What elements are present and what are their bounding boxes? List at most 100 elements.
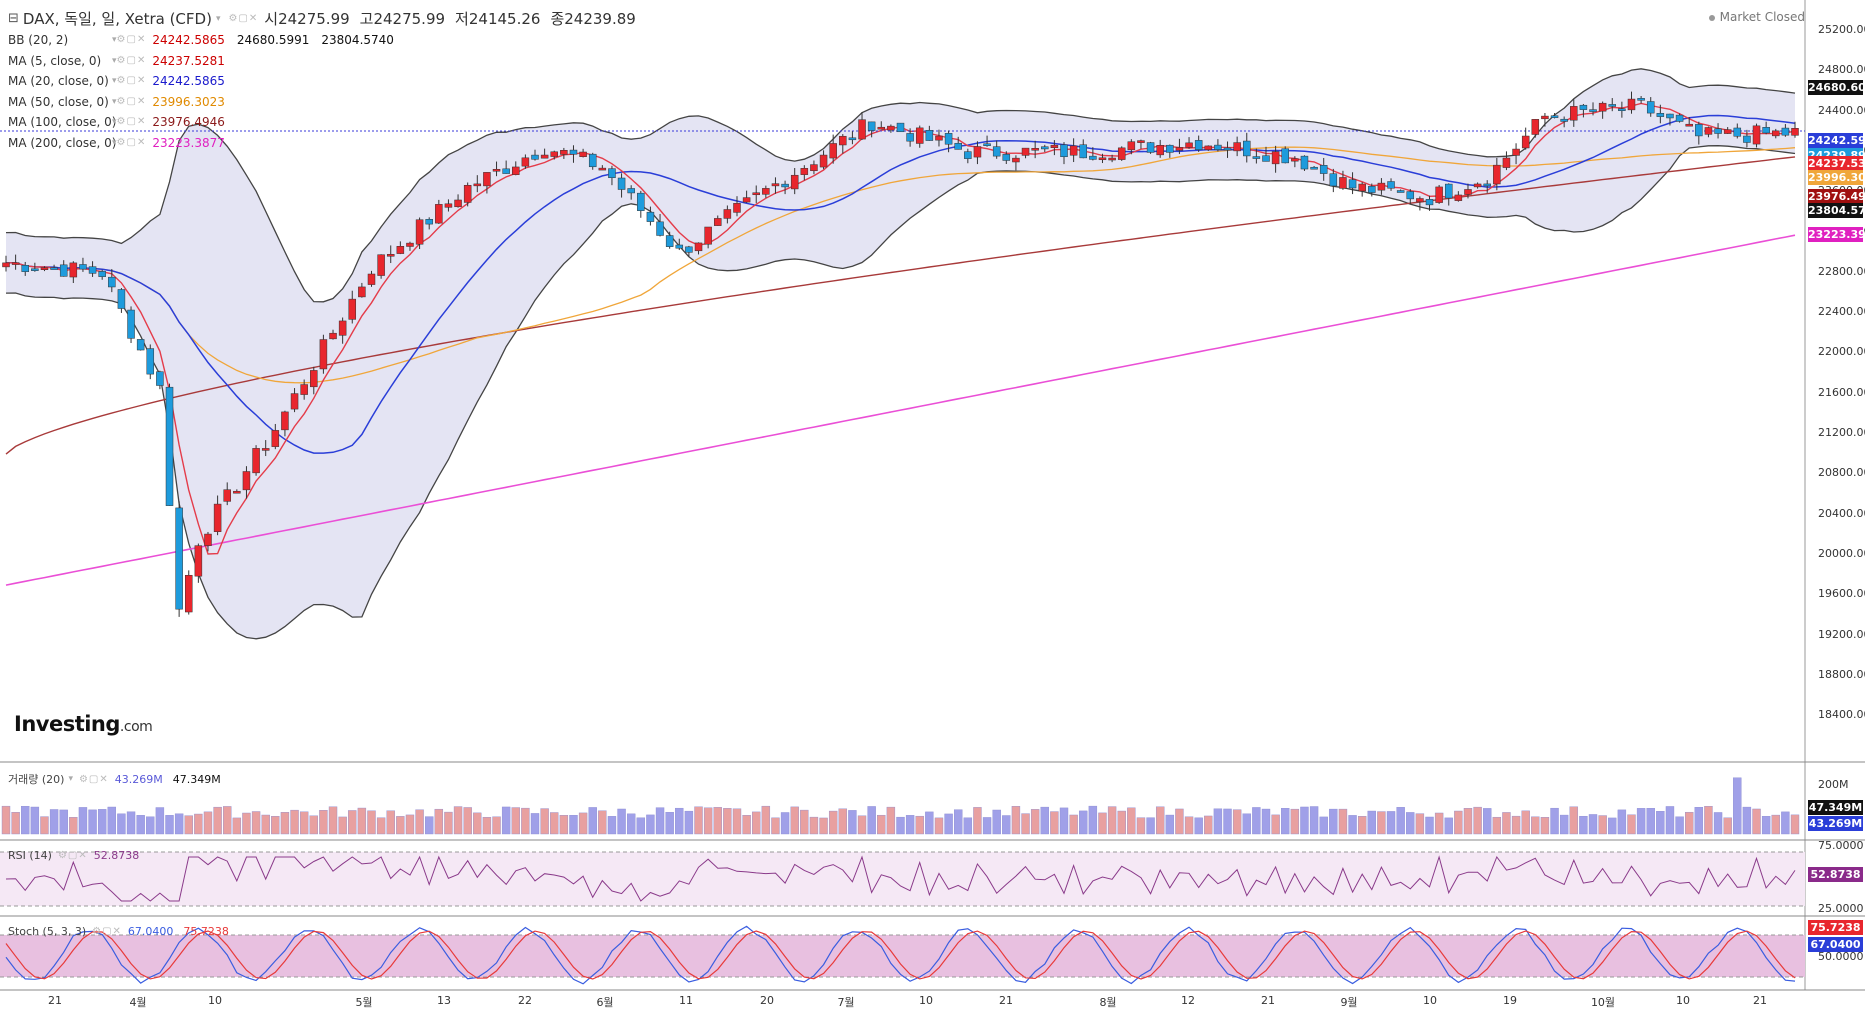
- volume-bar: [1540, 817, 1550, 835]
- stoch-legend: Stoch (5, 3, 3) ⚙▢✕ 67.0400 75.7238: [8, 925, 239, 938]
- indicator-value: 23996.3023: [152, 94, 225, 109]
- volume-bar: [1531, 816, 1540, 835]
- indicator-label[interactable]: MA (5, close, 0): [8, 53, 102, 68]
- candle-body: [1560, 118, 1568, 122]
- candle-body: [59, 264, 68, 277]
- candle-body: [367, 273, 376, 285]
- candle-body: [2, 262, 10, 268]
- indicator-tools-icon[interactable]: ⚙▢✕: [116, 54, 147, 66]
- volume-bar: [617, 808, 626, 835]
- volume-bar: [1665, 806, 1675, 835]
- candle-body: [175, 507, 183, 610]
- indicator-dropdown-icon[interactable]: ▾: [112, 137, 117, 148]
- volume-bar: [21, 806, 30, 835]
- price-axis-label: 20000.00: [1818, 546, 1865, 560]
- volume-tools-icon[interactable]: ⚙▢✕: [78, 773, 109, 785]
- collapse-icon[interactable]: ⊟: [8, 11, 19, 26]
- indicator-label[interactable]: MA (100, close, 0): [8, 115, 117, 130]
- candle-body: [79, 264, 87, 270]
- indicator-dropdown-icon[interactable]: ▾: [112, 55, 117, 66]
- indicator-value: 23804.5740: [321, 33, 394, 47]
- volume-bar: [771, 817, 780, 835]
- indicator-dropdown-icon[interactable]: ▾: [112, 76, 117, 87]
- volume-bar: [588, 807, 597, 835]
- volume-bar: [1002, 815, 1011, 835]
- open-value: 24275.99: [278, 10, 350, 28]
- price-axis-label: 19200.00: [1818, 627, 1865, 641]
- price-tag: 24242.59: [1808, 133, 1865, 148]
- indicator-label[interactable]: MA (200, close, 0): [8, 135, 117, 150]
- low-label: 저: [455, 10, 469, 28]
- price-axis-label: 22000.00: [1818, 345, 1865, 359]
- indicator-tools-icon[interactable]: ⚙▢✕: [116, 34, 147, 45]
- volume-bar: [521, 807, 530, 835]
- volume-legend: 거래량 (20) ▾ ⚙▢✕ 43.269M 47.349M: [8, 771, 231, 787]
- candle-body: [1675, 114, 1684, 122]
- volume-dropdown-icon[interactable]: ▾: [68, 774, 73, 784]
- date-axis-label: 20: [760, 994, 774, 1007]
- date-axis-label: 21: [1753, 994, 1767, 1007]
- symbol-label[interactable]: DAX, 독일, 일, Xetra (CFD): [22, 10, 212, 28]
- indicator-tools-icon[interactable]: ⚙▢✕: [116, 95, 147, 107]
- volume-bar: [973, 807, 982, 835]
- indicator-tools-icon[interactable]: ⚙▢✕: [116, 136, 147, 148]
- rsi-axis-top: 75.0000: [1818, 839, 1864, 852]
- indicator-tools-icon[interactable]: ⚙▢✕: [116, 116, 147, 128]
- volume-bar: [482, 816, 492, 835]
- candle-body: [1262, 155, 1270, 162]
- indicator-dropdown-icon[interactable]: ▾: [112, 35, 117, 45]
- candle-body: [1156, 145, 1164, 156]
- indicator-dropdown-icon[interactable]: ▾: [112, 96, 117, 107]
- symbol-dropdown-icon[interactable]: ▾: [215, 14, 221, 24]
- volume-bar: [1434, 812, 1444, 835]
- volume-bar: [790, 806, 799, 835]
- volume-bar: [559, 815, 569, 835]
- indicator-value: 24680.5991: [236, 33, 310, 47]
- candle-body: [637, 192, 645, 211]
- candle-body: [194, 545, 203, 577]
- stoch-tools-icon[interactable]: ⚙▢✕: [92, 926, 122, 937]
- candle-body: [117, 289, 126, 309]
- date-axis-label: 6월: [596, 996, 614, 1009]
- stoch-label[interactable]: Stoch (5, 3, 3): [8, 925, 87, 938]
- candle-body: [1291, 158, 1299, 162]
- volume-bar: [1502, 812, 1511, 835]
- rsi-tools-icon[interactable]: ⚙▢✕: [57, 850, 88, 861]
- date-axis-label: 12: [1181, 994, 1195, 1007]
- volume-bar: [1184, 816, 1194, 835]
- price-axis-label: 20800.00: [1818, 466, 1865, 480]
- indicator-tools-icon[interactable]: ⚙▢✕: [116, 75, 147, 87]
- candle-body: [646, 211, 655, 222]
- indicator-label[interactable]: MA (50, close, 0): [8, 94, 109, 109]
- volume-bar: [1761, 816, 1771, 835]
- volume-label[interactable]: 거래량 (20): [8, 773, 65, 786]
- volume-bar: [752, 811, 761, 835]
- volume-bar: [386, 810, 395, 835]
- indicator-label[interactable]: BB (20, 2): [8, 33, 69, 47]
- symbol-tools-icon[interactable]: ⚙▢✕: [228, 13, 259, 24]
- candle-body: [406, 242, 414, 247]
- indicator-value: 24237.5281: [152, 53, 225, 68]
- candle-body: [733, 203, 741, 213]
- candle-body: [964, 151, 972, 159]
- rsi-label[interactable]: RSI (14): [8, 849, 52, 862]
- indicator-dropdown-icon[interactable]: ▾: [112, 117, 117, 128]
- volume-bar: [578, 812, 588, 835]
- candle-body: [1781, 127, 1790, 136]
- candle-body: [1521, 135, 1530, 149]
- candle-body: [213, 503, 222, 532]
- volume-bar: [713, 807, 722, 835]
- bollinger-upper-line: [5, 68, 1796, 303]
- volume-bar: [646, 814, 655, 835]
- candle-body: [1406, 191, 1415, 200]
- volume-bar: [896, 816, 905, 835]
- candle-body: [906, 133, 914, 142]
- symbol-row: ⊟ DAX, 독일, 일, Xetra (CFD) ▾ ⚙▢✕ 시 24275.…: [8, 8, 636, 30]
- volume-bar: [511, 807, 520, 835]
- candle-body: [1146, 142, 1155, 153]
- volume-bar: [607, 816, 617, 835]
- indicator-label[interactable]: MA (20, close, 0): [8, 74, 109, 89]
- candle-body: [1396, 190, 1405, 193]
